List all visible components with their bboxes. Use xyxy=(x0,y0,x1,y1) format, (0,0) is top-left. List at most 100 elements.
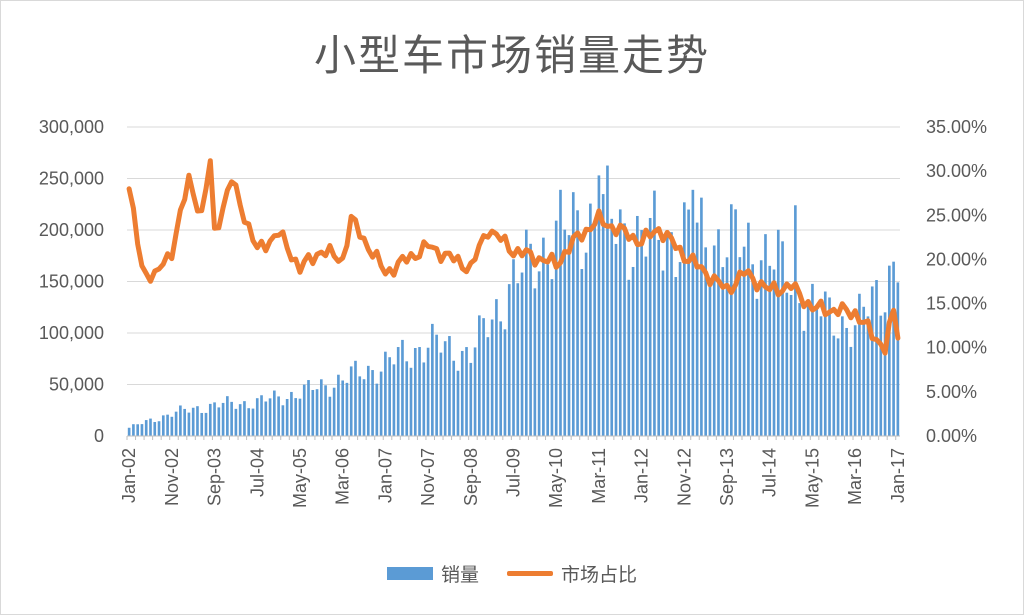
bar xyxy=(546,264,549,436)
bar xyxy=(887,265,891,436)
bar xyxy=(247,408,251,436)
bar xyxy=(601,194,605,436)
bar xyxy=(490,319,494,436)
bar xyxy=(862,306,866,436)
bar xyxy=(755,298,759,436)
bar xyxy=(849,346,853,436)
bar xyxy=(593,224,596,436)
y-tick-label-left: 100,000 xyxy=(39,323,104,343)
bar xyxy=(537,271,541,436)
bar xyxy=(768,265,772,436)
bar xyxy=(764,234,767,436)
bar xyxy=(550,279,554,436)
bar xyxy=(725,257,729,436)
x-tick-label: May-05 xyxy=(290,448,310,508)
line-series xyxy=(126,158,901,356)
legend-item-share: 市场占比 xyxy=(507,560,637,587)
bar xyxy=(482,318,485,436)
y-tick-label-left: 200,000 xyxy=(39,220,104,240)
bar xyxy=(307,380,310,436)
bar xyxy=(465,347,468,436)
share-line xyxy=(126,158,901,356)
bar xyxy=(431,323,434,436)
bar xyxy=(153,422,157,436)
bar xyxy=(392,364,396,436)
x-tick-label: Nov-12 xyxy=(674,448,694,506)
y-tick-label-right: 35.00% xyxy=(926,117,987,137)
bar xyxy=(648,217,652,436)
bar xyxy=(469,362,473,436)
bar xyxy=(132,424,135,436)
bar xyxy=(486,337,490,436)
bar xyxy=(858,293,861,436)
bar xyxy=(384,351,387,436)
x-tick-label: Sep-08 xyxy=(461,448,481,506)
bar xyxy=(712,245,716,436)
bar xyxy=(892,261,895,436)
bar xyxy=(196,406,199,436)
bar xyxy=(144,420,148,436)
bar xyxy=(302,384,306,436)
y-tick-label-right: 20.00% xyxy=(926,249,987,269)
bar xyxy=(883,312,887,436)
y-tick-label-right: 0.00% xyxy=(926,426,977,446)
bar xyxy=(794,205,797,436)
bar xyxy=(149,418,152,436)
bar xyxy=(170,416,174,436)
bar xyxy=(499,321,503,436)
bar xyxy=(781,241,784,436)
bar xyxy=(426,347,430,436)
bar xyxy=(273,390,276,436)
bar xyxy=(413,348,417,436)
bar xyxy=(161,415,165,436)
bar xyxy=(226,396,229,436)
bar xyxy=(618,209,622,436)
x-tick-label: Sep-03 xyxy=(205,448,225,506)
bar xyxy=(661,270,665,436)
bar xyxy=(657,239,661,436)
bar xyxy=(845,327,848,436)
bar xyxy=(345,382,349,436)
bar xyxy=(371,370,374,436)
bar xyxy=(418,347,421,436)
bar xyxy=(157,421,161,436)
bar xyxy=(456,370,460,436)
bar xyxy=(332,387,336,436)
bar xyxy=(452,360,456,436)
bar xyxy=(443,341,447,436)
legend-label-share: 市场占比 xyxy=(561,564,638,586)
bar xyxy=(319,379,323,436)
bar xyxy=(721,267,725,436)
legend-bar-swatch xyxy=(386,567,433,580)
bar xyxy=(759,260,763,436)
bar xyxy=(533,288,537,436)
bar xyxy=(806,304,810,436)
bar xyxy=(328,396,332,436)
y-tick-label-left: 150,000 xyxy=(39,272,104,292)
bar xyxy=(554,220,558,436)
bar xyxy=(772,269,776,436)
bar xyxy=(264,401,268,436)
x-tick-label: Nov-02 xyxy=(162,448,182,506)
bar xyxy=(516,283,520,436)
bar xyxy=(691,189,695,436)
bar xyxy=(841,316,844,436)
bar xyxy=(896,282,900,436)
axes: 0 50,000 100,000 150,000 200,000 250,000 300,0… xyxy=(39,117,987,508)
x-tick-label: Jul-09 xyxy=(504,448,524,497)
bar xyxy=(290,391,293,436)
bar xyxy=(785,292,789,436)
bar xyxy=(627,279,631,436)
bar xyxy=(268,398,272,436)
y-tick-label-left: 250,000 xyxy=(39,169,104,189)
bar xyxy=(405,361,409,436)
bar xyxy=(520,272,524,436)
y-tick-label-right: 15.00% xyxy=(926,294,987,314)
bar xyxy=(260,395,263,436)
bar xyxy=(136,424,140,436)
bar xyxy=(832,335,836,436)
bar xyxy=(217,407,221,436)
y-tick-label-left: 0 xyxy=(94,426,104,446)
bar xyxy=(337,374,340,436)
